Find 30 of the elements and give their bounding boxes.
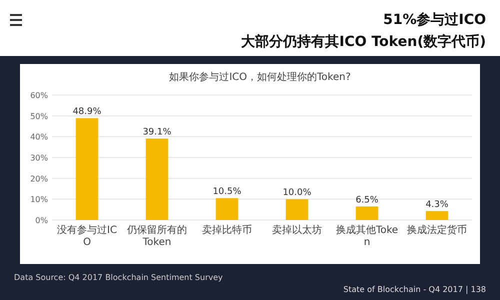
- y-tick-label: 40%: [30, 132, 48, 142]
- y-tick-label: 10%: [30, 195, 48, 204]
- y-tick-label: 30%: [30, 154, 48, 162]
- bar: [216, 198, 238, 220]
- bar: [76, 118, 98, 220]
- chart-subtitle: 大部分仍持有其ICO Token(数字代币): [241, 33, 486, 50]
- y-tick-label: 0%: [35, 216, 48, 225]
- bar: [356, 206, 378, 220]
- bar: [286, 199, 308, 220]
- text: 如果你参与过ICO，如何处理你的Token?: [169, 71, 351, 83]
- x-tick-label: 卖掉比特币: [202, 224, 252, 236]
- data-label: 10.5%: [212, 187, 242, 198]
- bar: [426, 211, 448, 220]
- x-tick-label: 换成其他Token: [336, 224, 398, 248]
- x-tick-label: 没有参与过ICO: [57, 224, 117, 248]
- data-label: 6.5%: [356, 195, 379, 206]
- x-tick-label: 卖掉以太坊: [272, 224, 322, 236]
- chart-title: 51%参与过ICO: [383, 11, 486, 28]
- data-label: 39.1%: [142, 128, 172, 138]
- data-label: 4.3%: [426, 200, 449, 210]
- x-tick-label: 换成法定货币: [407, 224, 467, 236]
- y-tick-label: 60%: [30, 91, 48, 100]
- y-tick-label: 20%: [30, 174, 48, 184]
- x-tick-label: 仍保留所有的Token: [126, 224, 187, 248]
- data-label: 10.0%: [282, 188, 312, 198]
- source-note: Data Source: Q4 2017 Blockchain Sentiment Survey: [14, 273, 224, 282]
- bar: [146, 138, 168, 220]
- y-tick-label: 50%: [30, 112, 48, 121]
- text: State of Blockchain - Q4 2017 | 138: [343, 285, 486, 294]
- data-label: 48.9%: [72, 107, 102, 118]
